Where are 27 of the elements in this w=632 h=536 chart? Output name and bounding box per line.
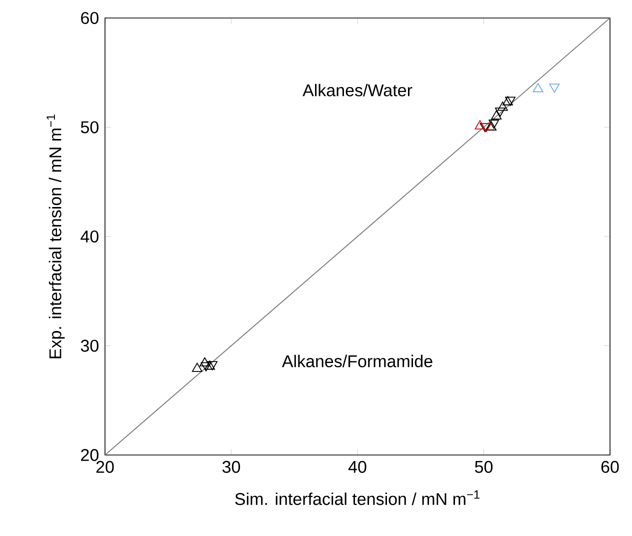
point (491, 110, 502, 120)
point (502, 96, 513, 106)
point (192, 362, 202, 372)
point (549, 84, 560, 93)
x-tick-label: 40 (348, 460, 366, 473)
point (204, 360, 215, 370)
y-axis-title: Exp. interfacial tension / mN m$^{−1}$ (46, 114, 65, 358)
x-tick-label: 30 (222, 460, 240, 473)
point (494, 108, 506, 117)
y-tick-label: 20 (81, 448, 98, 462)
point (486, 121, 497, 130)
x-axis-title: Sim. interfacial tension / mN m$^{−1}$ (235, 490, 480, 506)
point (200, 357, 210, 366)
point (488, 120, 500, 129)
x-tick-label: 20 (96, 460, 114, 473)
annotation: Alkanes/Formamide (282, 354, 432, 368)
y-tick-label: 40 (80, 230, 98, 243)
point (474, 120, 486, 130)
point (497, 102, 508, 111)
y-tick-label: 50 (80, 121, 98, 134)
point (505, 96, 516, 106)
annotation: Alkanes/Water (302, 84, 412, 96)
x-tick-label: 60 (601, 460, 619, 473)
x-tick-label: 50 (474, 460, 493, 473)
y-tick-label: 30 (80, 340, 98, 352)
point (532, 83, 544, 92)
y-tick-label: 60 (81, 12, 98, 24)
